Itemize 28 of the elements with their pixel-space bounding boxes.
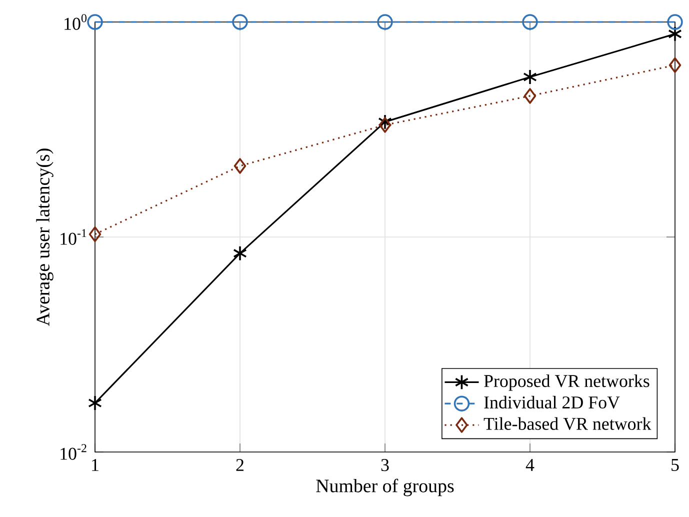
- y-tick-label: 10$^{-2}$: [60, 444, 86, 460]
- point: [523, 69, 537, 85]
- x-tick-label: 3: [381, 459, 389, 472]
- y-axis-title: Average user latency(s): [36, 148, 54, 326]
- x-tick-label: 1: [92, 459, 98, 471]
- point: [234, 158, 246, 174]
- point: [87, 14, 103, 30]
- point: [378, 114, 392, 130]
- point: [667, 14, 683, 30]
- legend-label: Individual 2D FoV: [484, 396, 620, 409]
- x-axis-title: Number of groups: [316, 478, 454, 496]
- point: [668, 57, 682, 74]
- point: [232, 14, 248, 30]
- point: [233, 245, 247, 262]
- point: [522, 14, 538, 30]
- legend-label: Proposed VR networks: [484, 374, 650, 391]
- y-tick-label: 10$^{0}$: [64, 14, 87, 30]
- point: [88, 395, 102, 411]
- x-tick-label: 4: [526, 459, 534, 471]
- point: [88, 226, 102, 242]
- x-tick-label: 2: [236, 459, 244, 471]
- point: [668, 26, 682, 42]
- point: [524, 88, 536, 104]
- x-tick-label: 5: [672, 459, 679, 471]
- legend-label: Tile-based VR network: [484, 417, 652, 430]
- point: [378, 117, 392, 133]
- y-tick-label: 10$^{-1}$: [60, 229, 86, 245]
- point: [377, 14, 393, 30]
